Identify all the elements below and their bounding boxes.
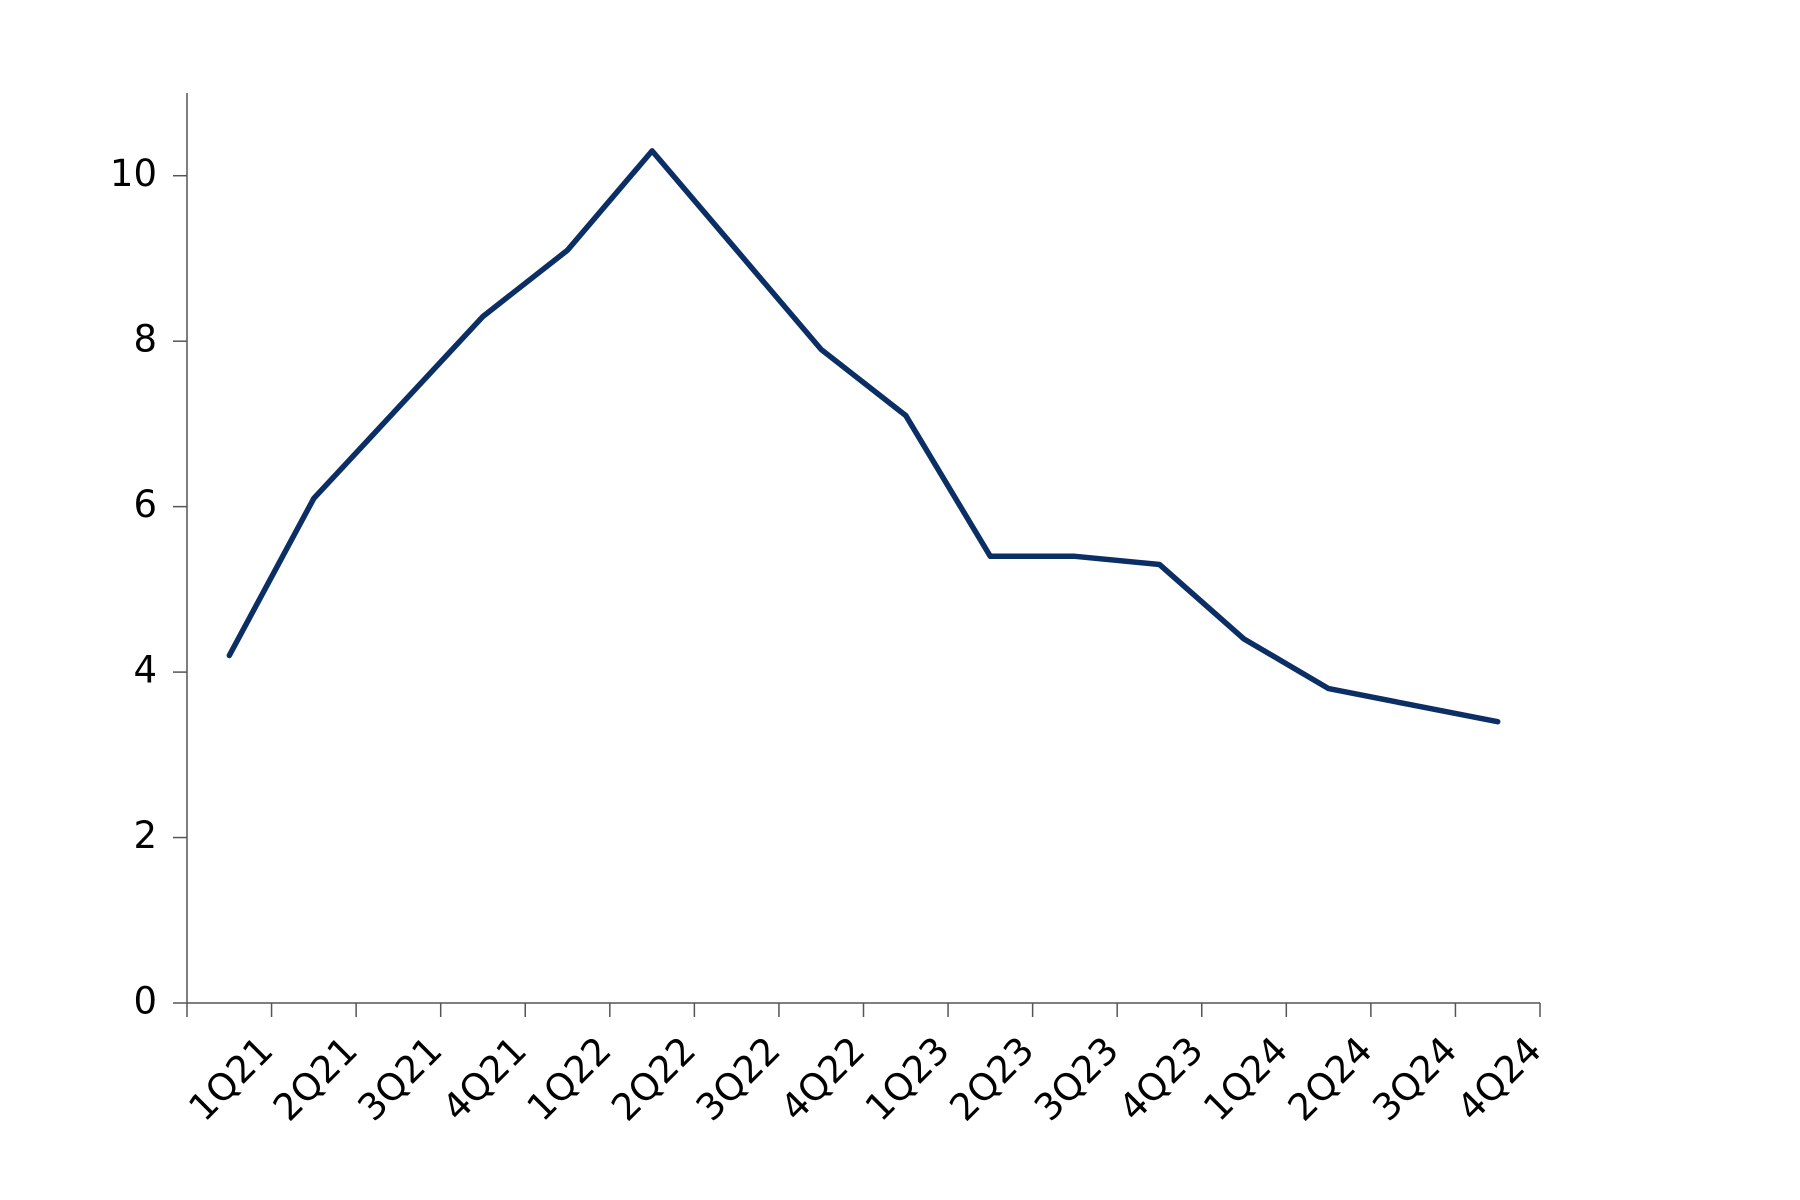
x-tick-label: 4Q22 [772,1028,873,1129]
x-tick-label: 2Q24 [1280,1028,1381,1129]
x-tick-label: 4Q24 [1449,1028,1550,1129]
x-tick-label: 1Q24 [1195,1028,1296,1129]
y-tick-label: 2 [133,814,157,857]
x-tick-label: 1Q22 [519,1028,620,1129]
x-tick-label: 1Q21 [180,1028,281,1129]
x-tick-label: 3Q21 [350,1028,451,1129]
x-tick-label: 3Q23 [1026,1028,1127,1129]
x-tick-label: 4Q21 [434,1028,535,1129]
y-tick-label: 6 [133,483,157,526]
x-tick-label: 2Q22 [603,1028,704,1129]
x-tick-label: 3Q24 [1364,1028,1465,1129]
x-tick-label: 4Q23 [1111,1028,1212,1129]
y-tick-label: 4 [133,649,157,692]
x-tick-label: 1Q23 [857,1028,958,1129]
y-tick-label: 10 [110,152,157,195]
data-line [226,148,1501,725]
x-tick-label: 2Q21 [265,1028,366,1129]
y-tick-label: 8 [133,318,157,361]
x-tick-label: 3Q22 [688,1028,789,1129]
y-tick-label: 0 [133,980,157,1023]
x-tick-label: 2Q23 [941,1028,1042,1129]
